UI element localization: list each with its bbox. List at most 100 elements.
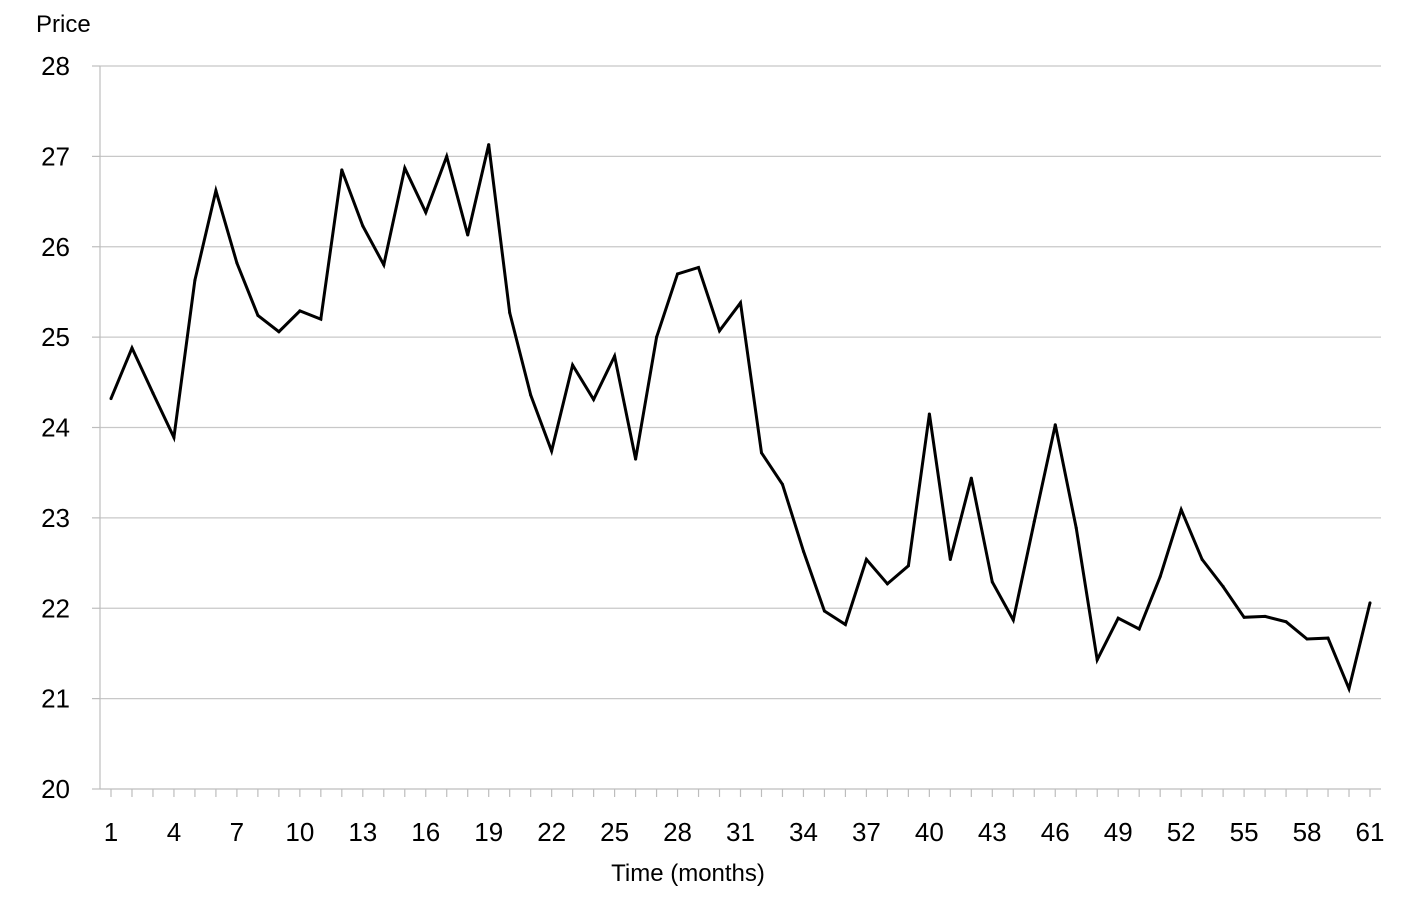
data-point-51	[1158, 575, 1162, 579]
data-point-12	[340, 168, 344, 172]
data-point-34	[801, 549, 805, 553]
data-point-2	[130, 346, 134, 350]
tick-marks	[92, 65, 1371, 797]
data-point-35	[822, 609, 826, 613]
x-tick-label-49: 49	[1104, 817, 1133, 847]
data-point-49	[1116, 616, 1120, 620]
x-tick-label-7: 7	[230, 817, 244, 847]
x-tick-label-19: 19	[474, 817, 503, 847]
x-tick-label-34: 34	[789, 817, 818, 847]
x-tick-label-52: 52	[1167, 817, 1196, 847]
x-tick-label-58: 58	[1293, 817, 1322, 847]
data-point-30	[718, 329, 722, 333]
data-point-21	[529, 393, 533, 397]
x-tick-label-43: 43	[978, 817, 1007, 847]
data-point-54	[1221, 585, 1225, 589]
data-point-27	[655, 335, 659, 339]
data-point-56	[1263, 614, 1267, 618]
data-point-46	[1053, 423, 1057, 427]
data-point-4	[172, 435, 176, 439]
y-tick-label-27: 27	[41, 141, 70, 171]
x-tick-label-40: 40	[915, 817, 944, 847]
data-point-52	[1179, 508, 1183, 512]
data-point-24	[592, 397, 596, 401]
data-point-18	[466, 233, 470, 237]
series-layer	[109, 143, 1372, 694]
x-tick-label-22: 22	[537, 817, 566, 847]
y-tick-label-26: 26	[41, 232, 70, 262]
data-point-33	[780, 482, 784, 486]
data-point-29	[697, 266, 701, 270]
data-point-60	[1347, 687, 1351, 691]
x-tick-label-46: 46	[1041, 817, 1070, 847]
data-point-1	[109, 397, 113, 401]
data-point-40	[927, 412, 931, 416]
x-tick-label-10: 10	[285, 817, 314, 847]
data-point-19	[487, 143, 491, 147]
y-axis-title: Price	[36, 11, 91, 38]
data-point-32	[759, 451, 763, 455]
data-point-53	[1200, 557, 1204, 561]
data-point-41	[948, 557, 952, 561]
data-point-25	[613, 354, 617, 358]
data-point-26	[634, 457, 638, 461]
data-point-45	[1032, 519, 1036, 523]
data-point-10	[298, 309, 302, 313]
x-tick-label-16: 16	[411, 817, 440, 847]
data-point-5	[193, 278, 197, 282]
data-point-28	[676, 272, 680, 276]
data-point-59	[1326, 636, 1330, 640]
series-line-0	[109, 144, 1372, 694]
x-tick-label-13: 13	[348, 817, 377, 847]
data-point-43	[990, 580, 994, 584]
y-tick-label-28: 28	[41, 51, 70, 81]
x-tick-label-31: 31	[726, 817, 755, 847]
data-point-20	[508, 311, 512, 315]
x-tick-label-1: 1	[104, 817, 118, 847]
y-tick-label-25: 25	[41, 322, 70, 352]
data-point-9	[277, 330, 281, 334]
y-tick-label-21: 21	[41, 684, 70, 714]
data-point-23	[571, 363, 575, 367]
data-point-17	[445, 154, 449, 158]
data-point-11	[319, 317, 323, 321]
data-point-8	[256, 313, 260, 317]
data-point-55	[1242, 615, 1246, 619]
data-point-6	[214, 189, 218, 193]
grid-lines	[100, 65, 1381, 700]
x-tick-label-25: 25	[600, 817, 629, 847]
y-tick-labels: 20 21 22 23 24 25 26 27 28	[41, 51, 70, 804]
x-tick-label-37: 37	[852, 817, 881, 847]
data-point-47	[1074, 526, 1078, 530]
data-point-14	[382, 263, 386, 267]
y-tick-label-22: 22	[41, 593, 70, 623]
data-point-61	[1368, 601, 1372, 605]
data-point-50	[1137, 627, 1141, 631]
y-tick-label-23: 23	[41, 503, 70, 533]
data-point-16	[424, 210, 428, 214]
data-point-57	[1284, 620, 1288, 624]
data-point-58	[1305, 637, 1309, 641]
data-point-37	[864, 557, 868, 561]
x-axis-title: Time (months)	[611, 860, 765, 887]
data-point-15	[403, 166, 407, 170]
data-point-22	[550, 449, 554, 453]
x-tick-label-55: 55	[1230, 817, 1259, 847]
y-tick-label-20: 20	[41, 774, 70, 804]
x-tick-label-28: 28	[663, 817, 692, 847]
data-point-39	[906, 564, 910, 568]
data-point-31	[739, 301, 742, 305]
y-tick-label-24: 24	[41, 413, 70, 443]
data-point-36	[843, 623, 847, 627]
data-point-3	[151, 391, 155, 395]
data-point-13	[361, 224, 365, 228]
data-point-42	[969, 476, 973, 480]
data-point-38	[885, 582, 889, 586]
data-point-44	[1011, 618, 1015, 622]
x-tick-label-61: 61	[1356, 817, 1385, 847]
x-tick-labels: 1 4 7 10 13 16 19 22 25 28 31 34 37 40 43 46 49 52 55 58 61	[104, 817, 1385, 847]
data-point-48	[1095, 658, 1099, 662]
x-tick-label-4: 4	[167, 817, 181, 847]
